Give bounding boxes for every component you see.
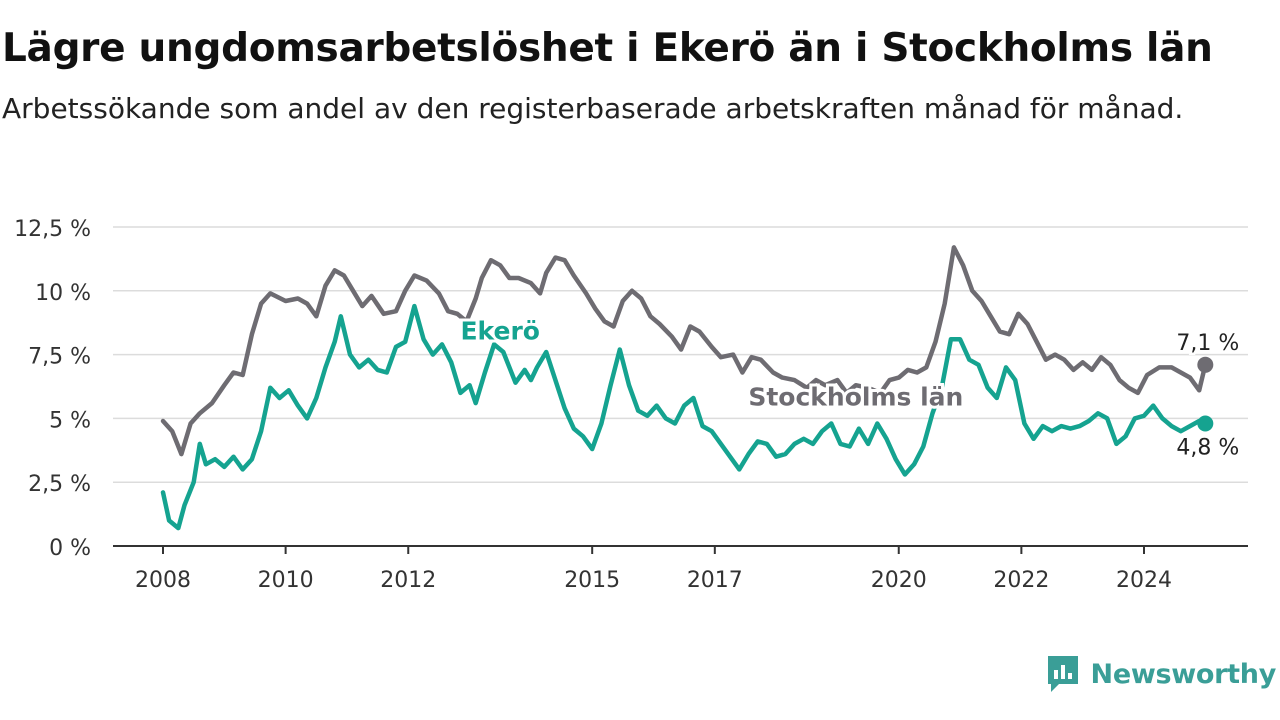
end-value-label: 4,8 % — [1176, 436, 1239, 461]
series-group — [160, 245, 1214, 531]
series-label: Ekerö — [460, 316, 540, 345]
x-tick-label: 2010 — [258, 568, 314, 593]
end-value-label: 7,1 % — [1176, 331, 1239, 356]
end-point-marker — [1197, 356, 1214, 373]
series-line-stockholms-lan — [160, 245, 1208, 457]
x-tick-label: 2022 — [993, 568, 1049, 593]
x-tick-label: 2020 — [871, 568, 927, 593]
newsworthy-logo: Newsworthy — [1045, 654, 1276, 694]
chart-title: Lägre ungdomsarbetslöshet i Ekerö än i S… — [2, 26, 1213, 71]
x-tick-label: 2017 — [687, 568, 743, 593]
y-tick-label: 10 % — [35, 281, 91, 306]
newsworthy-logo-icon — [1047, 656, 1078, 692]
y-tick-label: 12,5 % — [14, 217, 91, 242]
axes: 0 % 2,5 % 5 % 7,5 % 10 % 12,5 % 2008 2010 2012 20… — [14, 217, 1248, 593]
grid — [113, 226, 1248, 483]
x-tick-label: 2024 — [1116, 568, 1172, 593]
end-point-marker — [1197, 415, 1214, 432]
y-tick-label: 2,5 % — [28, 472, 91, 497]
brand-name: Newsworthy — [1090, 658, 1277, 690]
y-tick-label: 0 % — [49, 536, 91, 561]
y-tick-label: 5 % — [49, 408, 91, 433]
x-tick-label: 2012 — [380, 568, 436, 593]
series-line-ekero — [160, 303, 1208, 531]
x-tick-label: 2015 — [564, 568, 620, 593]
chart-subtitle: Arbetssökande som andel av den registerb… — [2, 92, 1184, 125]
y-tick-label: 7,5 % — [28, 345, 91, 370]
annotations: 7,1 % 4,8 % Ekerö Stockholms län — [457, 313, 1241, 463]
x-tick-label: 2008 — [135, 568, 191, 593]
series-label: Stockholms län — [748, 383, 963, 412]
